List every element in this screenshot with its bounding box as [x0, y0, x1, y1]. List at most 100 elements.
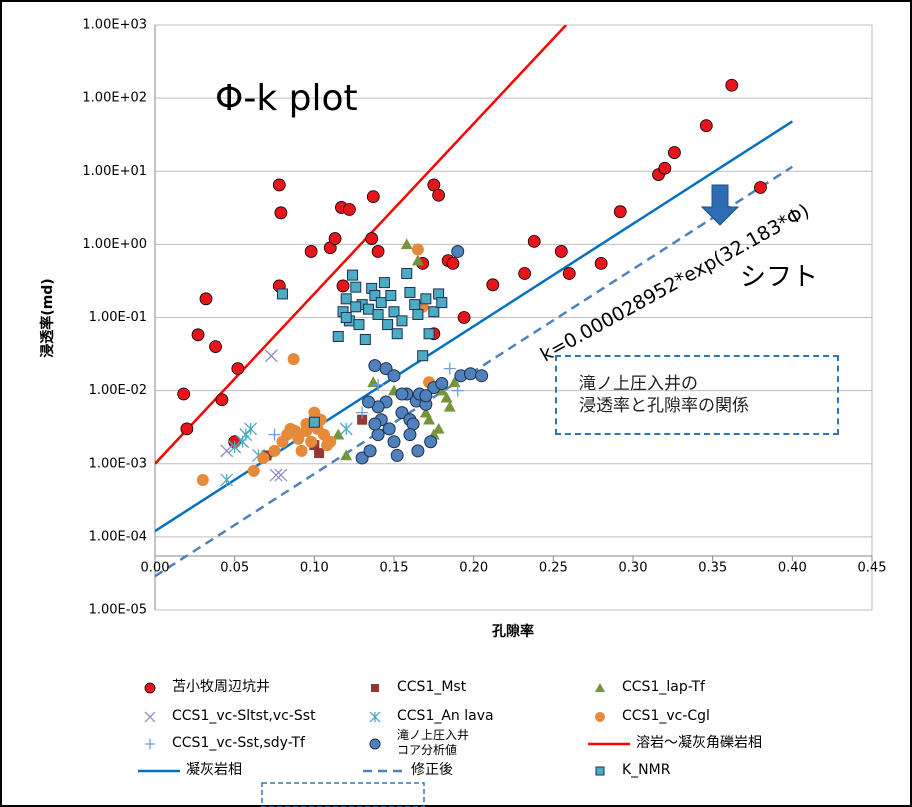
point — [423, 413, 436, 425]
point — [463, 367, 477, 381]
x-axis-title: 孔隙率 — [492, 623, 534, 640]
point — [518, 267, 532, 280]
legend-swatch — [144, 711, 156, 723]
legend-label: CCS1_vc-Cgl — [622, 708, 710, 724]
point — [406, 417, 420, 431]
point — [340, 312, 352, 323]
point — [215, 393, 229, 407]
x-tick-label: 0.40 — [778, 561, 807, 576]
point — [613, 205, 627, 219]
legend-label: CCS1_Mst — [397, 679, 467, 695]
point — [220, 444, 234, 458]
legend-label: 滝ノ上圧入井 コア分析値 — [397, 728, 470, 757]
point — [369, 289, 381, 301]
x-tick-label: 0.10 — [300, 561, 329, 576]
point — [417, 350, 429, 362]
point — [359, 334, 371, 346]
point — [419, 389, 433, 403]
point — [274, 468, 288, 482]
point — [371, 245, 385, 258]
point — [432, 188, 446, 202]
point — [668, 146, 681, 159]
y-tick-label: 1.00E-01 — [89, 310, 147, 325]
y-axis-title: 浸透率(md) — [39, 278, 56, 357]
point — [443, 400, 456, 412]
point — [308, 416, 320, 428]
point — [427, 178, 441, 192]
point — [436, 297, 448, 309]
point — [404, 286, 416, 298]
shift-arrow — [700, 184, 740, 226]
point — [372, 308, 384, 320]
point — [357, 414, 368, 425]
point — [304, 245, 318, 258]
point — [409, 299, 421, 311]
point — [375, 297, 387, 309]
point — [292, 432, 305, 445]
legend-label: 溶岩～凝灰角礫岩相 — [636, 735, 762, 751]
point — [339, 422, 353, 436]
y-tick-label: 1.00E-05 — [89, 603, 147, 618]
point — [220, 473, 234, 487]
point — [382, 422, 396, 436]
point — [368, 417, 382, 431]
point — [353, 319, 365, 331]
point — [382, 319, 394, 331]
point — [272, 178, 286, 192]
legend-swatch — [595, 712, 605, 722]
point — [340, 293, 352, 305]
point — [391, 328, 403, 340]
point — [403, 428, 417, 442]
point — [420, 293, 432, 305]
point — [396, 315, 408, 327]
point — [440, 391, 453, 403]
point — [423, 328, 435, 340]
x-tick-label: 0.35 — [698, 561, 727, 576]
point — [363, 303, 375, 315]
legend-label: CCS1_vc-Sltst,vc-Sst — [172, 708, 316, 724]
legend-swatch — [369, 711, 381, 723]
point — [300, 425, 313, 438]
legend-label: CCS1_vc-Sst,sdy-Tf — [172, 735, 305, 751]
point — [350, 281, 362, 293]
y-tick-label: 1.00E-03 — [89, 456, 147, 471]
point — [305, 435, 318, 448]
point — [356, 406, 369, 419]
point — [371, 428, 385, 442]
point — [387, 435, 401, 449]
point — [387, 369, 401, 383]
point — [411, 254, 424, 266]
point — [446, 256, 460, 270]
point — [199, 292, 213, 306]
y-tick-label: 1.00E-04 — [89, 529, 147, 544]
point — [209, 340, 222, 353]
point — [754, 181, 767, 194]
point — [388, 306, 400, 318]
point — [347, 269, 359, 281]
point — [274, 206, 288, 220]
point — [239, 428, 253, 442]
legend-label: CCS1_lap-Tf — [622, 679, 705, 695]
point — [400, 238, 413, 250]
x-tick-label: 0.45 — [858, 561, 887, 576]
point — [287, 353, 300, 366]
point — [411, 444, 425, 458]
point — [324, 435, 337, 448]
point — [269, 468, 283, 482]
point — [362, 395, 376, 409]
point — [594, 256, 608, 270]
point — [448, 376, 461, 388]
x-tick-label: 0.05 — [220, 561, 249, 576]
point — [191, 328, 205, 342]
point — [475, 369, 489, 383]
y-tick-label: 1.00E-02 — [89, 383, 147, 398]
point — [390, 448, 404, 462]
legend-swatch — [144, 682, 156, 694]
point — [332, 330, 344, 342]
y-tick-label: 1.00E+02 — [82, 91, 147, 106]
point — [257, 451, 270, 464]
point — [554, 245, 568, 258]
point — [276, 288, 288, 300]
point — [340, 449, 353, 461]
